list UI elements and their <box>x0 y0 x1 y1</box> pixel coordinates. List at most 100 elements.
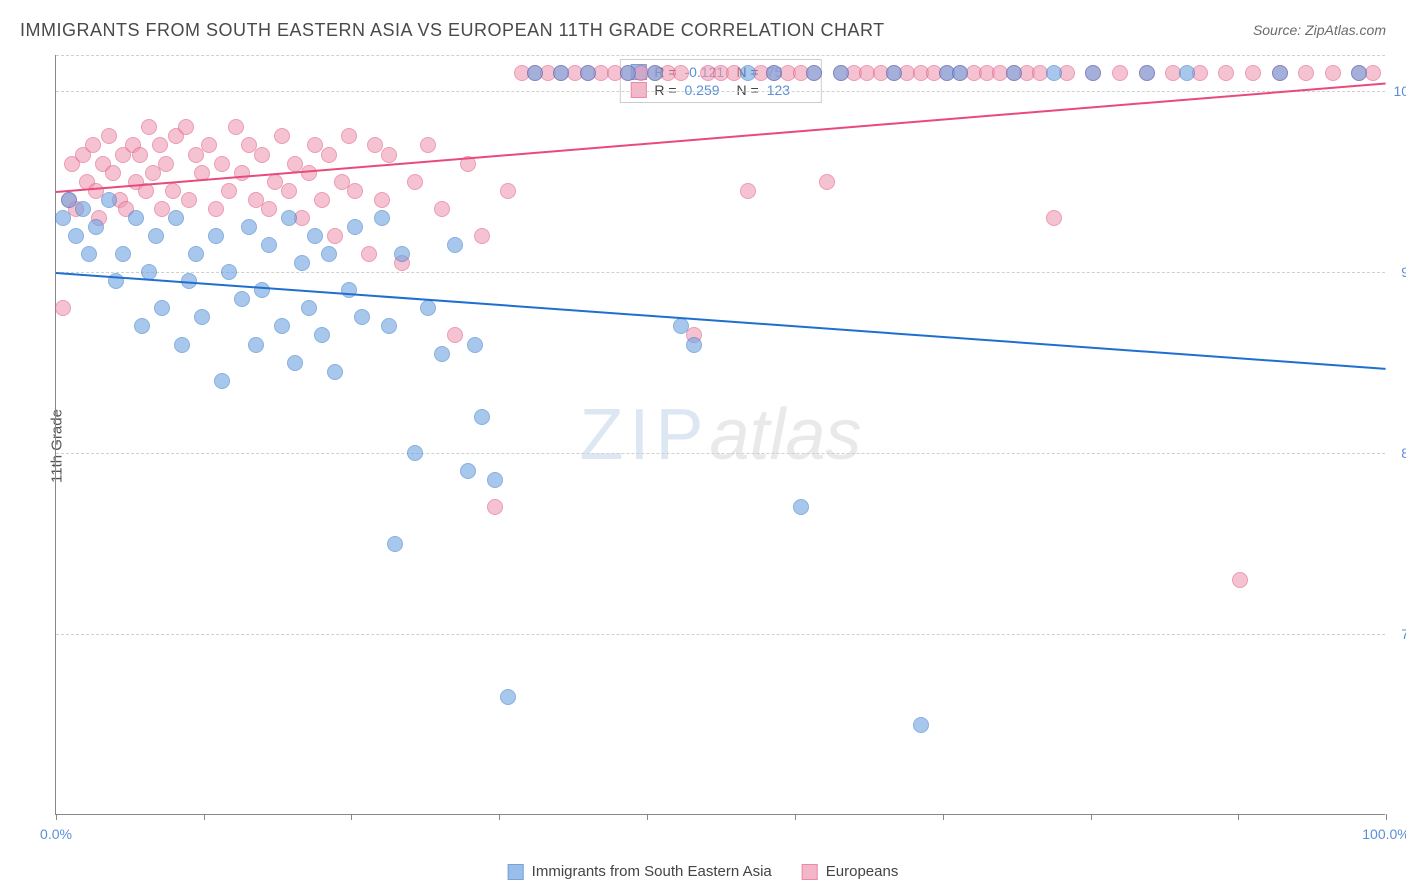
data-point-sea <box>1085 65 1101 81</box>
data-point-sea <box>686 337 702 353</box>
data-point-eur <box>261 201 277 217</box>
data-point-eur <box>314 192 330 208</box>
data-point-eur <box>141 119 157 135</box>
data-point-sea <box>1046 65 1062 81</box>
chart-container: IMMIGRANTS FROM SOUTH EASTERN ASIA VS EU… <box>0 0 1406 892</box>
gridline-h <box>56 272 1385 273</box>
legend-item-sea: Immigrants from South Eastern Asia <box>508 863 772 880</box>
data-point-sea <box>148 228 164 244</box>
data-point-sea <box>806 65 822 81</box>
data-point-sea <box>274 318 290 334</box>
data-point-eur <box>105 165 121 181</box>
data-point-eur <box>158 156 174 172</box>
data-point-eur <box>434 201 450 217</box>
data-point-sea <box>793 499 809 515</box>
data-point-sea <box>580 65 596 81</box>
data-point-sea <box>81 246 97 262</box>
data-point-sea <box>381 318 397 334</box>
data-point-eur <box>55 300 71 316</box>
r-value-eur: 0.259 <box>685 82 729 98</box>
data-point-eur <box>254 147 270 163</box>
data-point-sea <box>387 536 403 552</box>
data-point-sea <box>174 337 190 353</box>
data-point-eur <box>1325 65 1341 81</box>
data-point-sea <box>168 210 184 226</box>
data-point-sea <box>434 346 450 362</box>
stat-row-eur: R = 0.259 N = 123 <box>630 82 810 98</box>
data-point-sea <box>115 246 131 262</box>
data-point-sea <box>394 246 410 262</box>
data-point-sea <box>766 65 782 81</box>
data-point-eur <box>221 183 237 199</box>
gridline-h <box>56 55 1385 56</box>
plot-area: ZIPatlas R = -0.121 N = 75 R = 0.259 N =… <box>55 55 1385 815</box>
legend-label-sea: Immigrants from South Eastern Asia <box>532 863 772 880</box>
data-point-sea <box>314 327 330 343</box>
gridline-h <box>56 634 1385 635</box>
x-tick <box>795 814 796 820</box>
data-point-eur <box>201 137 217 153</box>
x-tick <box>56 814 57 820</box>
data-point-eur <box>420 137 436 153</box>
data-point-sea <box>248 337 264 353</box>
data-point-sea <box>128 210 144 226</box>
r-label: R = <box>654 82 676 98</box>
data-point-sea <box>1179 65 1195 81</box>
data-point-sea <box>647 65 663 81</box>
data-point-eur <box>341 128 357 144</box>
data-point-sea <box>301 300 317 316</box>
data-point-eur <box>487 499 503 515</box>
data-point-sea <box>254 282 270 298</box>
data-point-sea <box>886 65 902 81</box>
data-point-sea <box>620 65 636 81</box>
data-point-eur <box>374 192 390 208</box>
data-point-eur <box>407 174 423 190</box>
data-point-eur <box>740 183 756 199</box>
data-point-sea <box>527 65 543 81</box>
data-point-sea <box>241 219 257 235</box>
legend-swatch-eur <box>802 864 818 880</box>
swatch-eur <box>630 82 646 98</box>
data-point-sea <box>553 65 569 81</box>
data-point-sea <box>188 246 204 262</box>
data-point-eur <box>228 119 244 135</box>
watermark-zip: ZIP <box>579 395 709 475</box>
chart-title: IMMIGRANTS FROM SOUTH EASTERN ASIA VS EU… <box>20 20 885 41</box>
gridline-h <box>56 91 1385 92</box>
data-point-sea <box>101 192 117 208</box>
data-point-eur <box>819 174 835 190</box>
data-point-eur <box>1245 65 1261 81</box>
x-tick-label: 0.0% <box>40 826 72 842</box>
data-point-sea <box>68 228 84 244</box>
data-point-eur <box>85 137 101 153</box>
source-citation: Source: ZipAtlas.com <box>1253 22 1386 38</box>
legend-item-eur: Europeans <box>802 863 899 880</box>
data-point-eur <box>321 147 337 163</box>
data-point-sea <box>474 409 490 425</box>
x-tick-label: 100.0% <box>1362 826 1406 842</box>
data-point-sea <box>221 264 237 280</box>
data-point-eur <box>1218 65 1234 81</box>
data-point-eur <box>500 183 516 199</box>
data-point-sea <box>194 309 210 325</box>
x-tick <box>204 814 205 820</box>
data-point-eur <box>152 137 168 153</box>
data-point-sea <box>467 337 483 353</box>
data-point-sea <box>261 237 277 253</box>
x-tick <box>943 814 944 820</box>
data-point-sea <box>214 373 230 389</box>
x-tick <box>1386 814 1387 820</box>
x-tick <box>1238 814 1239 820</box>
data-point-eur <box>1046 210 1062 226</box>
gridline-h <box>56 453 1385 454</box>
data-point-eur <box>381 147 397 163</box>
data-point-sea <box>913 717 929 733</box>
y-tick-label: 80.0% <box>1391 445 1406 461</box>
data-point-sea <box>307 228 323 244</box>
data-point-eur <box>673 65 689 81</box>
data-point-sea <box>500 689 516 705</box>
x-tick <box>1091 814 1092 820</box>
data-point-eur <box>181 192 197 208</box>
data-point-sea <box>321 246 337 262</box>
data-point-sea <box>281 210 297 226</box>
